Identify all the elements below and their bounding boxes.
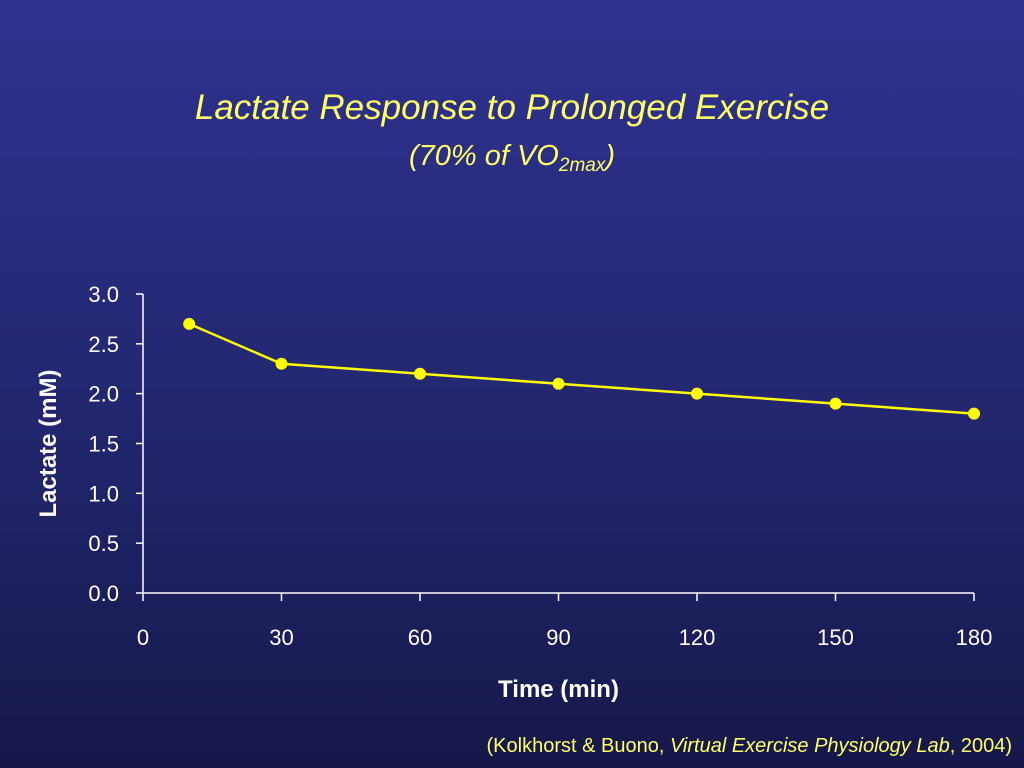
citation-source: Virtual Exercise Physiology Lab <box>669 735 950 757</box>
x-tick-label: 60 <box>408 625 432 650</box>
subtitle-subscript: 2max <box>558 155 606 176</box>
tick-labels: 0.0 0.5 1.0 1.5 2.0 2.5 3.0 0 30 60 90 120 150 180 <box>88 282 992 650</box>
data-point <box>829 397 842 410</box>
series-group <box>183 317 980 420</box>
chart-subtitle: (70% of VO2max) <box>0 140 1024 177</box>
citation-suffix: , 2004) <box>949 735 1012 757</box>
data-point <box>691 387 703 400</box>
citation: (Kolkhorst & Buono, Virtual Exercise Phy… <box>487 735 1012 758</box>
series-line <box>188 322 975 415</box>
subtitle-prefix: (70% of VO <box>408 140 559 172</box>
data-point <box>414 367 426 380</box>
y-tick-label: 0.0 <box>88 581 119 606</box>
citation-prefix: (Kolkhorst & Buono, <box>486 735 670 757</box>
x-tick-label: 30 <box>269 625 293 650</box>
tick-marks <box>136 293 975 601</box>
x-tick-label: 150 <box>817 625 854 650</box>
y-tick-label: 1.0 <box>88 481 119 506</box>
data-point <box>552 377 565 390</box>
y-tick-label: 3.0 <box>88 282 119 307</box>
axes <box>142 294 974 594</box>
data-point <box>275 357 288 370</box>
y-tick-label: 2.5 <box>88 332 119 357</box>
y-tick-label: 2.0 <box>88 382 119 407</box>
data-point <box>183 317 196 330</box>
y-axis-title: Lactate (mM) <box>35 369 62 517</box>
x-tick-label: 180 <box>956 625 993 650</box>
x-tick-label: 90 <box>546 625 570 650</box>
y-tick-label: 0.5 <box>88 531 119 556</box>
data-point <box>968 407 980 420</box>
y-tick-label: 1.5 <box>88 432 119 457</box>
chart-title: Lactate Response to Prolonged Exercise <box>194 88 830 127</box>
x-axis-title: Time (min) <box>498 676 619 703</box>
x-tick-label: 120 <box>679 625 716 650</box>
subtitle-suffix: ) <box>605 140 616 172</box>
x-tick-label: 0 <box>137 625 149 650</box>
